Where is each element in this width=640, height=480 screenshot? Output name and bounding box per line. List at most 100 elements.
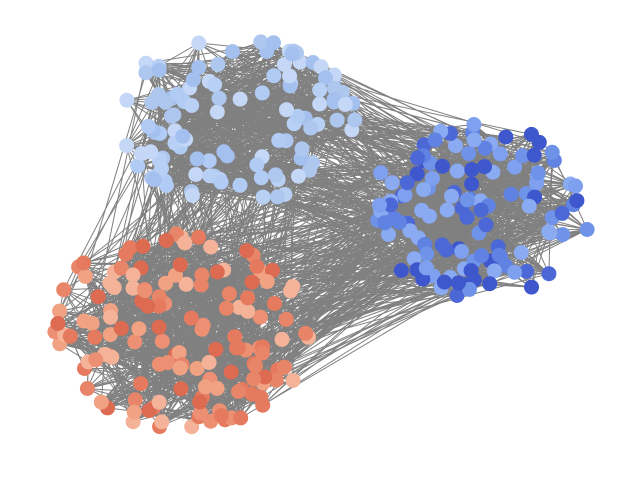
graph-node	[436, 274, 452, 290]
graph-node	[248, 358, 263, 374]
graph-node	[232, 177, 248, 193]
graph-node	[555, 227, 571, 243]
graph-node	[50, 316, 66, 331]
graph-node	[459, 209, 475, 225]
graph-node	[183, 310, 199, 326]
graph-node	[284, 46, 300, 62]
graph-node	[372, 197, 387, 213]
graph-node	[103, 309, 118, 325]
graph-node	[193, 405, 209, 421]
graph-node	[189, 361, 205, 376]
graph-node	[133, 376, 149, 392]
graph-edge	[180, 182, 408, 266]
graph-node	[521, 198, 537, 214]
graph-node	[252, 309, 268, 325]
graph-node	[203, 239, 219, 255]
graph-node	[439, 202, 455, 218]
graph-edge	[91, 63, 147, 324]
graph-node	[141, 403, 157, 419]
graph-node	[399, 175, 415, 191]
graph-node	[270, 189, 285, 205]
graph-edge	[94, 92, 263, 338]
graph-edge	[140, 267, 465, 286]
graph-node	[102, 327, 118, 343]
graph-node	[239, 243, 255, 259]
graph-node	[568, 178, 583, 194]
graph-node	[172, 360, 188, 376]
graph-node	[461, 281, 477, 297]
graph-node	[209, 380, 225, 396]
graph-node	[285, 373, 301, 388]
graph-node	[267, 296, 282, 311]
graph-node	[171, 345, 187, 361]
graph-node	[188, 167, 204, 182]
graph-node	[477, 140, 493, 156]
graph-node	[268, 167, 284, 183]
graph-node	[507, 264, 523, 280]
graph-edge	[198, 66, 355, 121]
graph-node	[151, 394, 167, 410]
graph-node	[312, 96, 328, 112]
graph-node	[127, 392, 143, 408]
graph-node	[192, 394, 208, 410]
graph-node	[276, 57, 292, 72]
graph-node	[519, 264, 535, 279]
graph-node	[126, 404, 142, 420]
graph-node	[178, 276, 194, 292]
graph-node	[530, 165, 546, 181]
graph-node	[194, 267, 210, 283]
graph-node	[290, 108, 306, 124]
graph-node	[93, 394, 109, 410]
graph-node	[113, 260, 129, 276]
graph-node	[318, 70, 333, 86]
graph-node	[191, 59, 207, 75]
graph-node	[477, 159, 492, 175]
graph-node	[283, 283, 298, 299]
graph-node	[298, 325, 314, 341]
graph-node	[513, 245, 529, 261]
graph-node	[264, 262, 280, 278]
graph-node	[393, 263, 409, 278]
graph-node	[244, 274, 260, 290]
graph-node	[154, 333, 170, 349]
graph-edge	[180, 200, 481, 390]
graph-node	[542, 225, 558, 241]
graph-edge	[142, 78, 335, 247]
graph-node	[169, 86, 185, 102]
graph-node	[526, 147, 542, 163]
graph-node	[257, 369, 273, 385]
graph-node	[448, 138, 463, 154]
graph-node	[210, 56, 226, 72]
graph-node	[397, 187, 413, 203]
graph-node	[377, 215, 393, 231]
graph-node	[554, 205, 570, 221]
graph-edge	[196, 199, 468, 369]
graph-edge	[351, 129, 425, 146]
graph-node	[464, 162, 480, 177]
graph-node	[158, 178, 174, 193]
graph-edge	[234, 160, 425, 338]
graph-node	[79, 381, 95, 396]
graph-node	[191, 229, 206, 245]
graph-node	[154, 414, 170, 430]
graph-node	[373, 165, 389, 181]
graph-edge	[234, 216, 468, 338]
graph-node	[221, 286, 237, 302]
graph-node	[207, 77, 223, 93]
graph-node	[461, 145, 477, 161]
graph-node	[140, 298, 156, 314]
graph-node	[209, 104, 225, 120]
graph-node	[514, 148, 530, 164]
graph-node	[201, 355, 217, 370]
graph-node	[302, 162, 317, 178]
graph-node	[255, 189, 271, 205]
graph-node	[62, 328, 78, 344]
graph-node	[173, 381, 189, 397]
graph-node	[383, 197, 398, 213]
graph-node	[449, 288, 465, 303]
graph-node	[427, 132, 443, 148]
graph-node	[282, 68, 298, 84]
graph-edge	[107, 260, 475, 409]
graph-node	[454, 243, 470, 259]
